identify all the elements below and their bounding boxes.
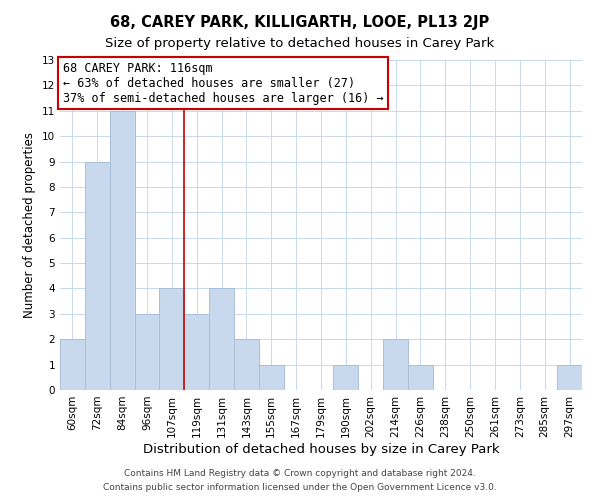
Bar <box>334 364 358 390</box>
X-axis label: Distribution of detached houses by size in Carey Park: Distribution of detached houses by size … <box>143 442 499 456</box>
Text: Size of property relative to detached houses in Carey Park: Size of property relative to detached ho… <box>106 38 494 51</box>
Bar <box>85 162 110 390</box>
Y-axis label: Number of detached properties: Number of detached properties <box>23 132 37 318</box>
Bar <box>383 339 408 390</box>
Text: 68, CAREY PARK, KILLIGARTH, LOOE, PL13 2JP: 68, CAREY PARK, KILLIGARTH, LOOE, PL13 2… <box>110 15 490 30</box>
Bar <box>209 288 234 390</box>
Text: Contains public sector information licensed under the Open Government Licence v3: Contains public sector information licen… <box>103 484 497 492</box>
Bar <box>557 364 582 390</box>
Bar <box>60 339 85 390</box>
Bar <box>134 314 160 390</box>
Bar <box>259 364 284 390</box>
Text: Contains HM Land Registry data © Crown copyright and database right 2024.: Contains HM Land Registry data © Crown c… <box>124 468 476 477</box>
Bar <box>184 314 209 390</box>
Bar <box>110 111 134 390</box>
Bar <box>160 288 184 390</box>
Bar <box>408 364 433 390</box>
Bar <box>234 339 259 390</box>
Text: 68 CAREY PARK: 116sqm
← 63% of detached houses are smaller (27)
37% of semi-deta: 68 CAREY PARK: 116sqm ← 63% of detached … <box>62 62 383 104</box>
